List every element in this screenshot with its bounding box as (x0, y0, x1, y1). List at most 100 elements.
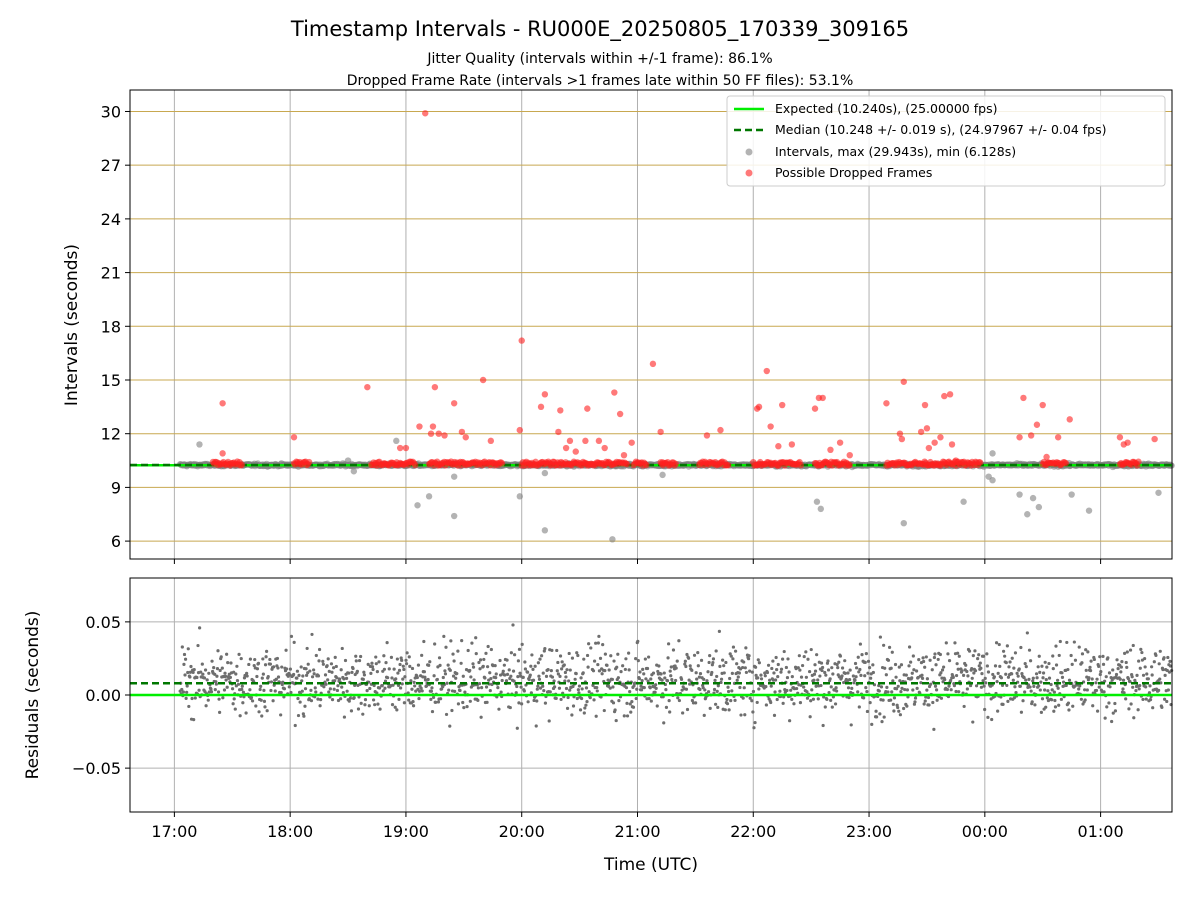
residual-point (422, 670, 426, 674)
interval-point (393, 437, 400, 445)
dropped-point (779, 401, 786, 409)
residual-point (729, 699, 733, 703)
residual-point (1121, 678, 1126, 682)
residual-point (1033, 703, 1037, 707)
dropped-point (1066, 416, 1073, 423)
dropped-point (846, 461, 853, 469)
residual-point (1107, 701, 1111, 705)
residual-point (1046, 689, 1050, 693)
residual-point (314, 653, 318, 658)
residual-point (456, 649, 460, 653)
residual-point (235, 664, 239, 668)
residual-point (624, 657, 628, 661)
dropped-point (883, 400, 890, 407)
residual-point (328, 687, 332, 691)
residual-point (992, 675, 996, 679)
residual-point (721, 658, 725, 662)
residual-point (1128, 680, 1132, 684)
residual-point (526, 700, 530, 704)
residual-point (685, 707, 690, 712)
residual-point (1017, 667, 1021, 671)
residual-point (1051, 666, 1055, 671)
residual-point (868, 701, 872, 705)
interval-point (541, 527, 549, 534)
residual-point (499, 690, 503, 694)
residual-point (810, 688, 814, 692)
residual-point (391, 683, 395, 687)
residual-point (858, 667, 862, 672)
residual-point (602, 708, 606, 713)
residual-point (874, 709, 878, 713)
residual-point (550, 648, 554, 652)
residual-point (781, 701, 785, 705)
residual-point (977, 653, 981, 657)
residual-point (1040, 664, 1044, 668)
x-tick-label: 23:00 (846, 822, 892, 841)
residual-point (925, 677, 930, 681)
residual-point (531, 667, 535, 672)
residual-point (764, 703, 768, 707)
residual-point (558, 654, 563, 658)
residual-point (627, 668, 631, 672)
interval-point (350, 468, 358, 475)
residual-point (695, 677, 699, 681)
residual-point (218, 668, 222, 673)
residual-point (585, 700, 589, 704)
residual-point (990, 717, 994, 722)
residual-point (951, 675, 955, 679)
dropped-point (450, 400, 458, 407)
residual-point (193, 696, 197, 700)
residual-point (748, 696, 752, 700)
residual-point (674, 666, 678, 670)
residual-point (1101, 662, 1106, 666)
residual-point (986, 670, 991, 674)
residual-point (1039, 710, 1044, 714)
dropped-point (917, 428, 925, 436)
residual-point (405, 651, 409, 655)
residual-point (1047, 676, 1052, 680)
residual-point (1003, 654, 1007, 658)
residual-point (846, 671, 850, 675)
residual-point (706, 670, 710, 674)
residual-point (383, 679, 388, 683)
residual-point (559, 697, 563, 702)
residual-point (1031, 676, 1035, 680)
residual-point (289, 634, 294, 638)
residual-point (400, 658, 404, 662)
residual-point (307, 697, 311, 701)
residual-point (352, 696, 356, 700)
residual-point (281, 680, 285, 684)
residual-point (244, 711, 248, 715)
residual-point (359, 654, 363, 659)
residual-point (341, 691, 345, 695)
residual-point (483, 676, 487, 680)
residual-point (1102, 690, 1106, 694)
residual-point (1150, 665, 1154, 669)
residual-point (547, 719, 551, 723)
residual-point (1014, 691, 1018, 695)
residual-point (836, 666, 840, 670)
residual-point (235, 679, 240, 683)
residual-point (236, 682, 241, 686)
residual-point (742, 660, 746, 664)
residual-point (1067, 678, 1072, 682)
residual-point (199, 670, 203, 674)
residual-point (854, 675, 858, 679)
residual-point (681, 711, 685, 715)
residual-point (773, 690, 777, 694)
residual-point (250, 699, 255, 703)
residual-point (934, 688, 939, 692)
residual-point (571, 704, 576, 708)
residual-point (298, 700, 302, 704)
residual-point (390, 676, 394, 680)
residual-point (1142, 657, 1147, 661)
residual-point (889, 666, 893, 670)
residual-point (232, 670, 236, 674)
residual-point (1053, 705, 1058, 709)
residual-point (468, 699, 472, 703)
residual-point (757, 687, 761, 691)
residual-point (837, 660, 841, 664)
residual-point (515, 684, 519, 689)
residual-point (393, 705, 397, 709)
residual-point (1141, 673, 1146, 677)
